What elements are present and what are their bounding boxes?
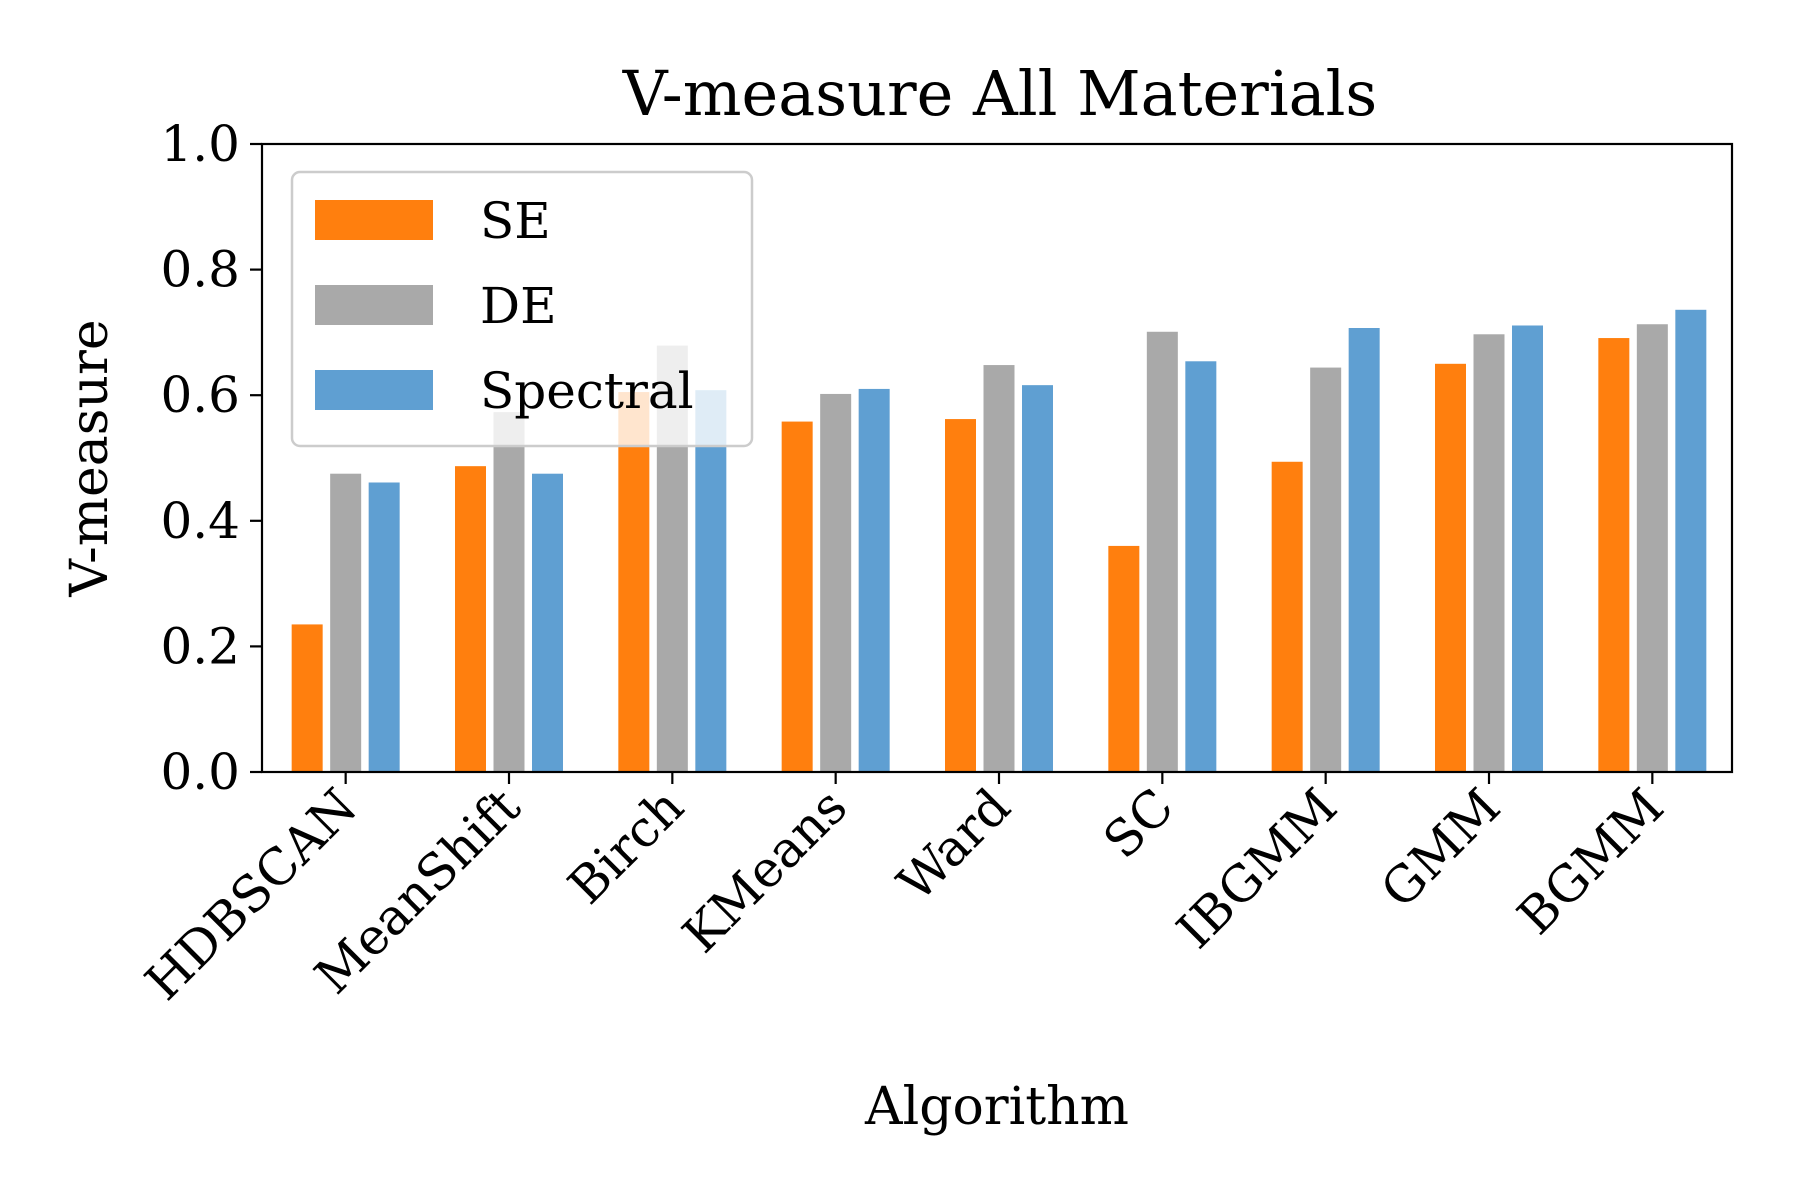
bar-se-hdbscan [291, 624, 323, 772]
bar-spectral-bgmm [1675, 309, 1707, 772]
bar-spectral-sc [1185, 361, 1217, 772]
bar-se-meanshift [455, 466, 486, 772]
bar-spectral-ward [1022, 385, 1053, 772]
bar-de-hdbscan [330, 473, 362, 772]
bar-se-ibgmm [1271, 461, 1303, 772]
x-tick-label: KMeans [672, 777, 859, 964]
bar-de-ward [983, 365, 1015, 772]
x-tick-label: SC [1093, 777, 1185, 869]
bar-spectral-ibgmm [1348, 328, 1380, 772]
bar-de-gmm [1473, 334, 1505, 772]
x-tick-label: IBGMM [1166, 777, 1348, 959]
bar-se-kmeans [781, 421, 813, 772]
bar-se-bgmm [1598, 338, 1630, 772]
bar-de-meanshift [493, 412, 525, 772]
bar-spectral-gmm [1512, 325, 1543, 772]
bar-de-kmeans [820, 393, 852, 772]
y-axis: 0.0 0.2 0.4 0.6 0.8 1.0 [160, 115, 262, 801]
bar-se-gmm [1435, 363, 1466, 772]
x-axis-label: Algorithm [864, 1077, 1129, 1137]
bar-de-sc [1146, 331, 1178, 772]
legend-label-de: DE [480, 277, 557, 335]
y-tick-label: 0.0 [160, 743, 240, 801]
legend-swatch-de [315, 285, 433, 325]
x-tick-label: Ward [887, 777, 1022, 912]
x-tick-label: GMM [1370, 777, 1512, 919]
plot-frame [260, 142, 1734, 774]
bar-se-birch [618, 392, 650, 772]
legend-label-spectral: Spectral [480, 362, 694, 420]
chart-title: V-measure All Materials [622, 57, 1378, 130]
x-tick-label: Birch [557, 777, 695, 915]
bar-se-ward [945, 419, 976, 772]
y-tick-label: 1.0 [160, 115, 240, 173]
y-axis-label: V-measure [60, 319, 120, 597]
bar-spectral-birch [695, 390, 727, 772]
y-tick-label: 0.4 [160, 492, 240, 550]
y-tick-label: 0.6 [160, 366, 240, 424]
bar-de-bgmm [1636, 324, 1668, 772]
legend-swatch-se [315, 200, 433, 240]
y-tick-label: 0.8 [160, 241, 240, 299]
legend-swatch-spectral [315, 370, 433, 410]
x-tick-label: BGMM [1507, 777, 1675, 945]
legend: SE DE Spectral [290, 170, 754, 448]
bar-de-ibgmm [1310, 367, 1342, 772]
bar-spectral-meanshift [532, 473, 563, 772]
bars-layer [291, 309, 1707, 772]
bar-spectral-kmeans [858, 388, 890, 772]
y-tick-label: 0.2 [160, 617, 240, 675]
legend-label-se: SE [480, 192, 551, 250]
bar-spectral-hdbscan [368, 482, 400, 772]
bar-se-sc [1108, 545, 1140, 772]
